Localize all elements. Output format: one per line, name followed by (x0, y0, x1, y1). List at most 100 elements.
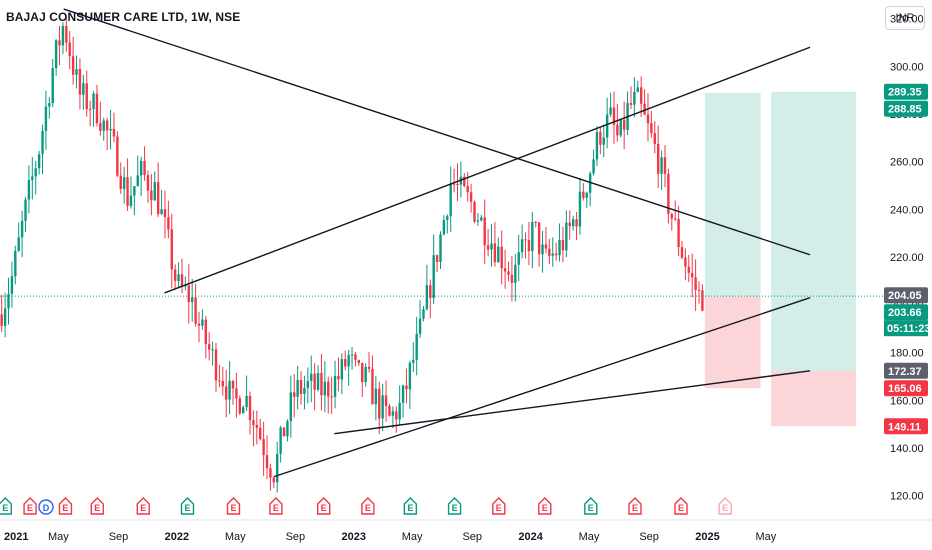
candle-body (133, 186, 136, 196)
profit-zone-0[interactable] (704, 92, 761, 297)
candle-body (279, 427, 282, 454)
candle-body (575, 219, 578, 227)
trendline-3[interactable] (334, 370, 811, 435)
candle-body (449, 183, 452, 217)
event-marker[interactable]: E (447, 497, 462, 515)
event-marker[interactable]: E (584, 497, 598, 515)
price-tag-bg (884, 83, 928, 100)
x-tick-label: 2024 (518, 531, 543, 543)
candle-body (207, 344, 211, 350)
candle-body (201, 319, 204, 326)
currency-button[interactable]: INR (885, 6, 925, 30)
profit-zone-1[interactable] (771, 91, 857, 371)
event-marker[interactable]: E (58, 497, 73, 515)
candle-body (595, 131, 599, 160)
y-tick-label: 120.00 (890, 491, 924, 503)
event-marker[interactable]: E (180, 497, 195, 515)
event-marker[interactable]: D (38, 499, 54, 515)
candle-body (14, 250, 17, 277)
candle-body (554, 253, 558, 256)
candle-body (469, 192, 473, 202)
candle-body (660, 157, 663, 174)
candle-body (85, 83, 88, 110)
candle-body (466, 185, 469, 193)
candle-body (408, 362, 412, 390)
candle-body (316, 372, 320, 390)
event-marker[interactable]: E (538, 497, 552, 515)
candle-body (425, 285, 429, 310)
price-tag-label: 165.06 (888, 383, 922, 395)
event-marker[interactable]: E (90, 497, 104, 515)
earnings-icon (90, 497, 104, 515)
price-tag: 204.05 (884, 287, 928, 304)
candle-body (17, 237, 20, 251)
candle-body (143, 160, 146, 176)
candle-body (190, 297, 194, 303)
candle-body (75, 69, 78, 75)
event-marker[interactable]: E (23, 497, 37, 515)
candle-body (476, 220, 480, 222)
candle-body (126, 177, 129, 206)
trendline-2[interactable] (273, 297, 811, 478)
currency-label: INR (895, 12, 915, 24)
candle-body (248, 395, 252, 421)
event-marker[interactable]: E (226, 497, 241, 515)
event-letter: E (140, 503, 146, 513)
candle-body (684, 257, 687, 267)
candle-body (639, 87, 643, 104)
earnings-icon (58, 497, 73, 515)
candle-body (122, 177, 126, 189)
candle-body (276, 453, 279, 483)
x-tick-label: May (402, 531, 423, 543)
price-tag-bg (884, 418, 928, 435)
candle-body (422, 309, 425, 319)
candle-body (306, 381, 310, 388)
event-marker[interactable]: E (316, 497, 331, 515)
trendlines[interactable] (63, 8, 811, 478)
candle-body (109, 128, 112, 131)
event-marker[interactable]: E (361, 497, 375, 515)
candle-body (612, 107, 616, 125)
candle-body (10, 276, 14, 294)
candle-body (187, 285, 190, 303)
candle-body (629, 103, 633, 105)
candle-body (561, 239, 565, 251)
trendline-0[interactable] (63, 8, 811, 256)
event-marker[interactable]: E (492, 497, 506, 515)
candle-body (184, 285, 187, 287)
earnings-icon (628, 497, 642, 515)
candle-body (231, 380, 235, 389)
loss-zone-1[interactable] (771, 370, 857, 427)
candle-body (418, 318, 422, 334)
candle-body (582, 191, 585, 198)
candle-body (381, 395, 384, 419)
candle-body (242, 407, 245, 414)
trendline-1[interactable] (164, 46, 811, 294)
event-marker[interactable]: E (136, 497, 150, 515)
candle-body (364, 366, 367, 383)
candle-body (680, 247, 684, 258)
price-axis[interactable]: 320.00300.00280.00260.00240.00220.00200.… (890, 14, 924, 503)
price-tag: 203.66 05:11:23 (884, 304, 930, 337)
candle-body (119, 175, 122, 189)
event-marker[interactable]: E (674, 497, 688, 515)
x-tick-label: 2025 (695, 531, 719, 543)
candle-body (129, 195, 133, 206)
candle-body (54, 40, 58, 69)
event-letter: E (496, 503, 502, 513)
event-marker[interactable]: E (403, 497, 418, 515)
candle-body (58, 40, 61, 46)
event-marker[interactable]: E (0, 497, 13, 515)
candle-body (653, 133, 656, 145)
loss-zone-0[interactable] (704, 296, 761, 389)
earnings-icon (447, 497, 462, 515)
event-marker[interactable]: E (269, 497, 283, 515)
candle-body (378, 388, 381, 419)
candle-body (350, 354, 354, 356)
event-marker[interactable]: E (628, 497, 642, 515)
time-axis[interactable]: 2021 May Sep 2022 May Sep 2023 May Sep 2024 May Sep… (0, 519, 932, 543)
event-marker[interactable]: E (718, 497, 732, 515)
